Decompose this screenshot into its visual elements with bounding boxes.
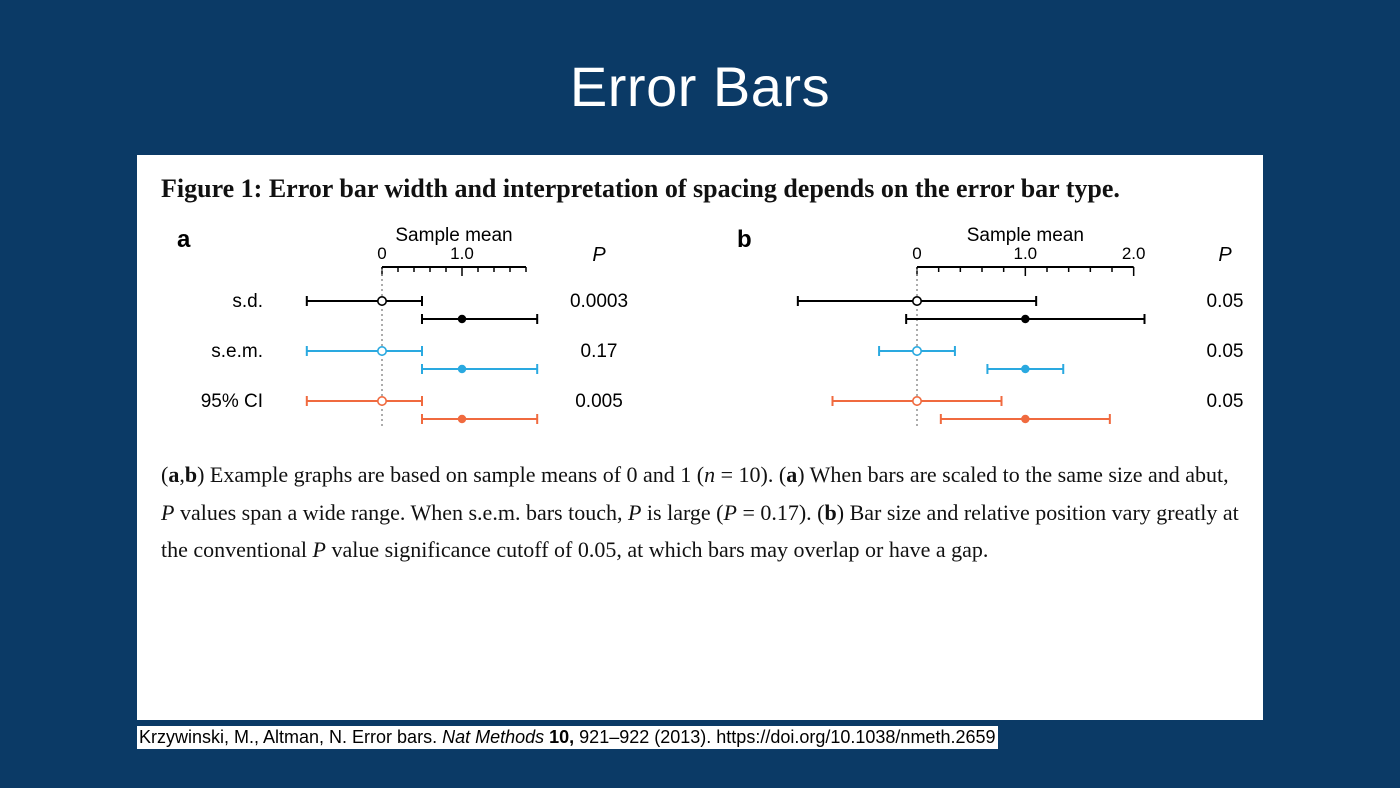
panel-b: b Sample mean 0 1.0 2.0 P 0.05 0.05 0.05 [727, 213, 1272, 448]
cap-t: values span a wide range. When s.e.m. ba… [174, 500, 628, 525]
cap-t: = 0.17). ( [737, 500, 825, 525]
mean-marker-filled [1021, 415, 1029, 423]
axis-title: Sample mean [967, 225, 1084, 246]
p-value: 0.17 [581, 341, 618, 362]
figure-title: Figure 1: Error bar width and interpreta… [161, 169, 1239, 209]
citation: Krzywinski, M., Altman, N. Error bars. N… [137, 726, 998, 749]
cap-i1: n [704, 462, 715, 487]
error-bar [422, 314, 537, 324]
citation-journal: Nat Methods [442, 727, 544, 747]
cap-b4: b [825, 500, 837, 525]
p-header: P [1218, 244, 1232, 266]
mean-marker-filled [1021, 365, 1029, 373]
cap-t: value significance cutoff of 0.05, at wh… [326, 537, 988, 562]
cap-t: = 10). ( [715, 462, 786, 487]
error-bar [422, 414, 537, 424]
cap-i4: P [724, 500, 737, 525]
mean-marker-open [378, 297, 386, 305]
panel-label: a [177, 226, 191, 253]
error-bar [906, 314, 1144, 324]
row-label: s.d. [232, 291, 263, 312]
mean-marker-open [913, 297, 921, 305]
panel-a-chart: a Sample mean 0 1.0 Ps.d. 0.0003 s.e.m. 0.17 95%… [167, 213, 687, 443]
p-header: P [592, 244, 606, 266]
mean-marker-filled [458, 365, 466, 373]
error-bar [422, 364, 537, 374]
cap-b3: a [786, 462, 797, 487]
cap-b2: b [185, 462, 197, 487]
cap-b1: a [168, 462, 179, 487]
axis-tick-label: 1.0 [450, 244, 474, 263]
error-bar [987, 364, 1063, 374]
mean-marker-open [378, 347, 386, 355]
citation-authors: Krzywinski, M., Altman, N. [139, 727, 352, 747]
panel-label: b [737, 226, 752, 253]
mean-marker-open [913, 347, 921, 355]
citation-title: Error bars. [352, 727, 442, 747]
citation-pages: 921–922 (2013). [574, 727, 716, 747]
p-value: 0.05 [1207, 341, 1244, 362]
cap-i2: P [161, 500, 174, 525]
error-bar [941, 414, 1110, 424]
cap-t: is large ( [641, 500, 723, 525]
mean-marker-open [378, 397, 386, 405]
error-bar [798, 296, 1036, 306]
axis-tick-label: 2.0 [1122, 244, 1146, 263]
row-label: 95% CI [201, 391, 263, 412]
figure-caption: (a,b) Example graphs are based on sample… [161, 456, 1239, 568]
cap-t: ) When bars are scaled to the same size … [797, 462, 1228, 487]
error-bar [833, 396, 1002, 406]
error-bar [307, 296, 422, 306]
figure-card: Figure 1: Error bar width and interpreta… [137, 155, 1263, 720]
mean-marker-open [913, 397, 921, 405]
axis-tick-label: 0 [377, 244, 386, 263]
cap-i3: P [628, 500, 641, 525]
mean-marker-filled [458, 415, 466, 423]
p-value: 0.005 [575, 391, 623, 412]
error-bar [879, 346, 955, 356]
cap-t: ) Example graphs are based on sample mea… [197, 462, 704, 487]
panels-row: a Sample mean 0 1.0 Ps.d. 0.0003 s.e.m. 0.17 95%… [167, 213, 1239, 448]
axis-title: Sample mean [395, 225, 512, 246]
panel-b-chart: b Sample mean 0 1.0 2.0 P 0.05 0.05 0.05 [727, 213, 1272, 443]
axis-tick-label: 0 [912, 244, 921, 263]
row-label: s.e.m. [211, 341, 263, 362]
citation-doi: https://doi.org/10.1038/nmeth.2659 [716, 727, 995, 747]
mean-marker-filled [1021, 315, 1029, 323]
axis-tick-label: 1.0 [1014, 244, 1038, 263]
panel-a: a Sample mean 0 1.0 Ps.d. 0.0003 s.e.m. 0.17 95%… [167, 213, 687, 448]
error-bar [307, 396, 422, 406]
mean-marker-filled [458, 315, 466, 323]
p-value: 0.05 [1207, 391, 1244, 412]
slide-title: Error Bars [0, 54, 1400, 119]
cap-i5: P [313, 537, 326, 562]
citation-vol: 10, [544, 727, 574, 747]
p-value: 0.05 [1207, 291, 1244, 312]
p-value: 0.0003 [570, 291, 628, 312]
error-bar [307, 346, 422, 356]
